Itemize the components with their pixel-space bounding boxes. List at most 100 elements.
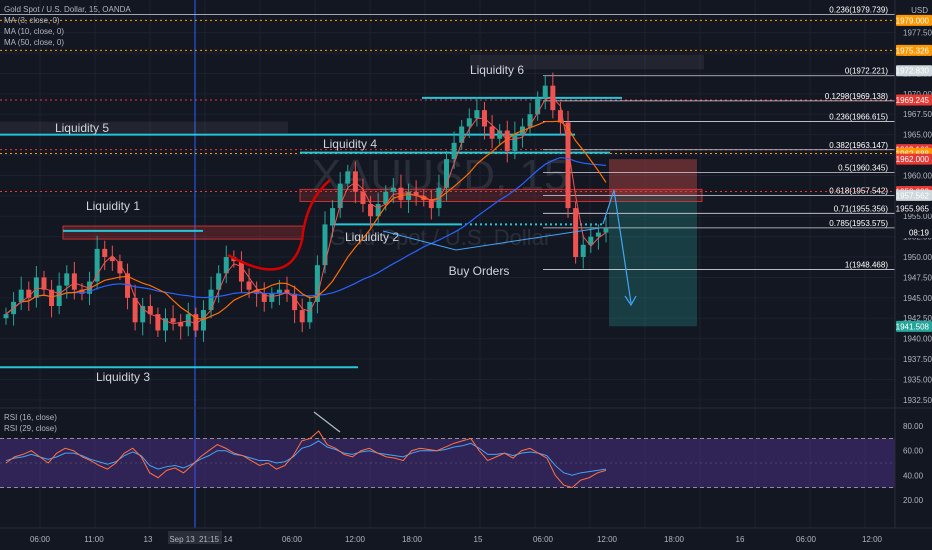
- ma50-legend: MA (50, close, 0): [4, 38, 65, 47]
- candle-body: [352, 171, 358, 192]
- candle-body: [64, 273, 70, 286]
- time-axis-label: 21:15: [199, 535, 220, 544]
- candle-body: [565, 122, 571, 209]
- candle-body: [94, 248, 100, 282]
- candle-body: [406, 191, 412, 200]
- time-cursor-box: [196, 531, 222, 544]
- candle-body: [200, 310, 206, 331]
- ma3-line: [5, 97, 607, 325]
- liquidity-label: Liquidity 5: [55, 121, 109, 135]
- take-profit-zone: [609, 195, 697, 327]
- price-axis-label: 1977.500: [903, 29, 932, 38]
- fib-level-label: 0.5(1960.345): [838, 164, 888, 173]
- chart-legend: Gold Spot / U.S. Dollar, 15, OANDA MA (3…: [4, 4, 131, 48]
- price-axis-label: 1932.500: [903, 396, 932, 405]
- time-axis-label: 12:00: [597, 535, 618, 544]
- candle-body: [580, 244, 586, 258]
- candle-body: [140, 306, 146, 323]
- candle-body: [466, 118, 472, 127]
- candle-body: [3, 314, 9, 319]
- price-tag-label: 1941.508: [896, 322, 930, 331]
- fib-level-label: 0.1298(1969.138): [825, 92, 889, 101]
- candle-body: [504, 130, 510, 151]
- candle-body: [246, 281, 252, 290]
- candle-body: [208, 289, 214, 311]
- time-axis-label: 06:00: [282, 535, 303, 544]
- price-tag-box: [896, 44, 932, 56]
- ma10-legend: MA (10, close, 0): [4, 27, 65, 36]
- price-tag-box: [896, 202, 932, 214]
- time-axis-label: 16: [736, 535, 745, 544]
- price-axis-label: 1955.000: [903, 212, 932, 221]
- price-axis-label: 1945.000: [903, 294, 932, 303]
- rsi-axis-label: 20.00: [903, 496, 924, 505]
- price-axis-label: 1937.500: [903, 355, 932, 364]
- candle-body: [390, 187, 396, 192]
- candle-body: [193, 314, 199, 331]
- price-axis-label: 1967.500: [903, 110, 932, 119]
- time-axis-label: 06:00: [30, 535, 51, 544]
- liquidity-label: Liquidity 4: [323, 137, 377, 151]
- candle-body: [603, 228, 609, 233]
- projection-arrow-line: [602, 189, 632, 304]
- candle-body: [542, 85, 548, 98]
- candle-body: [162, 318, 168, 331]
- candle-body: [261, 293, 267, 302]
- time-cursor-box: [168, 531, 196, 544]
- time-axis-label: 13: [144, 535, 153, 544]
- time-axis-label: Sep 13: [169, 535, 195, 544]
- candle-body: [451, 142, 457, 160]
- candle-body: [147, 306, 153, 315]
- price-tag-label: 1955.965: [896, 204, 930, 213]
- price-tag-label: 1972.830: [896, 67, 930, 76]
- candle-body: [360, 191, 366, 204]
- liquidity-1-zone: [62, 225, 304, 240]
- rsi-axis-label: 80.00: [903, 422, 924, 431]
- candle-body: [178, 322, 184, 327]
- candle-body: [474, 110, 480, 119]
- candle-body: [254, 289, 260, 294]
- fib-level-label: 0.236(1979.739): [829, 5, 888, 14]
- candle-body: [444, 159, 450, 188]
- time-axis-label: 06:00: [533, 535, 554, 544]
- price-tag-box: [896, 65, 932, 77]
- liquidity-5-zone: [0, 121, 288, 134]
- price-tag-label: 1957.562: [896, 191, 930, 200]
- candle-body: [557, 110, 563, 123]
- candle-body: [26, 289, 32, 298]
- time-axis-label: 14: [224, 535, 233, 544]
- candle-body: [132, 297, 138, 323]
- liquidity-6-zone: [470, 54, 704, 70]
- rsi29-legend: RSI (29, close): [4, 424, 57, 433]
- price-axis-label: 1940.000: [903, 335, 932, 344]
- candle-body: [330, 208, 336, 225]
- time-axis-label: 15: [474, 535, 483, 544]
- candle-body: [49, 289, 55, 306]
- price-axis-label: 1947.500: [903, 273, 932, 282]
- liquidity-label: Liquidity 3: [96, 370, 150, 384]
- fib-level-label: 0.785(1953.575): [829, 219, 888, 228]
- candle-body: [413, 191, 419, 196]
- candle-body: [383, 191, 389, 204]
- candle-body: [375, 204, 381, 217]
- price-tag-box: [896, 153, 932, 165]
- candle-body: [223, 257, 229, 274]
- candle-body: [497, 130, 503, 139]
- liquidity-label: Liquidity 6: [470, 63, 524, 77]
- rsi16-legend: RSI (16, close): [4, 413, 57, 422]
- price-tag-box: [896, 14, 932, 26]
- candle-body: [18, 289, 24, 302]
- time-axis-label: 12:00: [345, 535, 366, 544]
- fib-level-label: 0.71(1955.356): [834, 204, 889, 213]
- projection-line: [382, 227, 601, 251]
- candle-body: [398, 187, 404, 200]
- price-tag-label: 1975.326: [896, 46, 930, 55]
- candle-body: [489, 126, 495, 139]
- price-tag-box: [896, 94, 932, 106]
- candle-body: [535, 97, 541, 115]
- time-axis-label: 18:00: [664, 535, 685, 544]
- candle-body: [109, 257, 115, 262]
- fib-level-label: 0(1972.221): [845, 67, 888, 76]
